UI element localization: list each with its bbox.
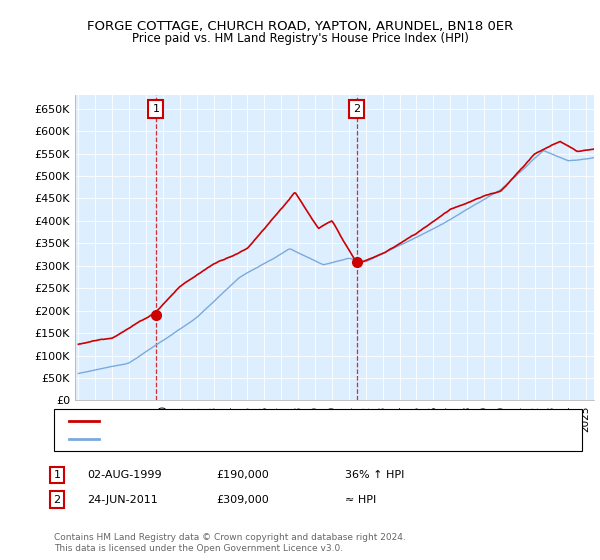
Text: 2: 2 bbox=[53, 494, 61, 505]
Text: Contains HM Land Registry data © Crown copyright and database right 2024.
This d: Contains HM Land Registry data © Crown c… bbox=[54, 533, 406, 553]
Text: ≈ HPI: ≈ HPI bbox=[345, 494, 376, 505]
Text: £190,000: £190,000 bbox=[216, 470, 269, 480]
Text: 2: 2 bbox=[353, 104, 360, 114]
Text: 02-AUG-1999: 02-AUG-1999 bbox=[87, 470, 161, 480]
Text: 24-JUN-2011: 24-JUN-2011 bbox=[87, 494, 158, 505]
Text: FORGE COTTAGE, CHURCH ROAD, YAPTON, ARUNDEL, BN18 0ER: FORGE COTTAGE, CHURCH ROAD, YAPTON, ARUN… bbox=[87, 20, 513, 32]
Text: HPI: Average price, detached house, Arun: HPI: Average price, detached house, Arun bbox=[105, 434, 313, 444]
Text: Price paid vs. HM Land Registry's House Price Index (HPI): Price paid vs. HM Land Registry's House … bbox=[131, 32, 469, 45]
Text: 36% ↑ HPI: 36% ↑ HPI bbox=[345, 470, 404, 480]
Text: 1: 1 bbox=[53, 470, 61, 480]
Text: £309,000: £309,000 bbox=[216, 494, 269, 505]
Text: FORGE COTTAGE, CHURCH ROAD, YAPTON, ARUNDEL, BN18 0ER (detached house): FORGE COTTAGE, CHURCH ROAD, YAPTON, ARUN… bbox=[105, 417, 517, 426]
Text: 1: 1 bbox=[152, 104, 160, 114]
